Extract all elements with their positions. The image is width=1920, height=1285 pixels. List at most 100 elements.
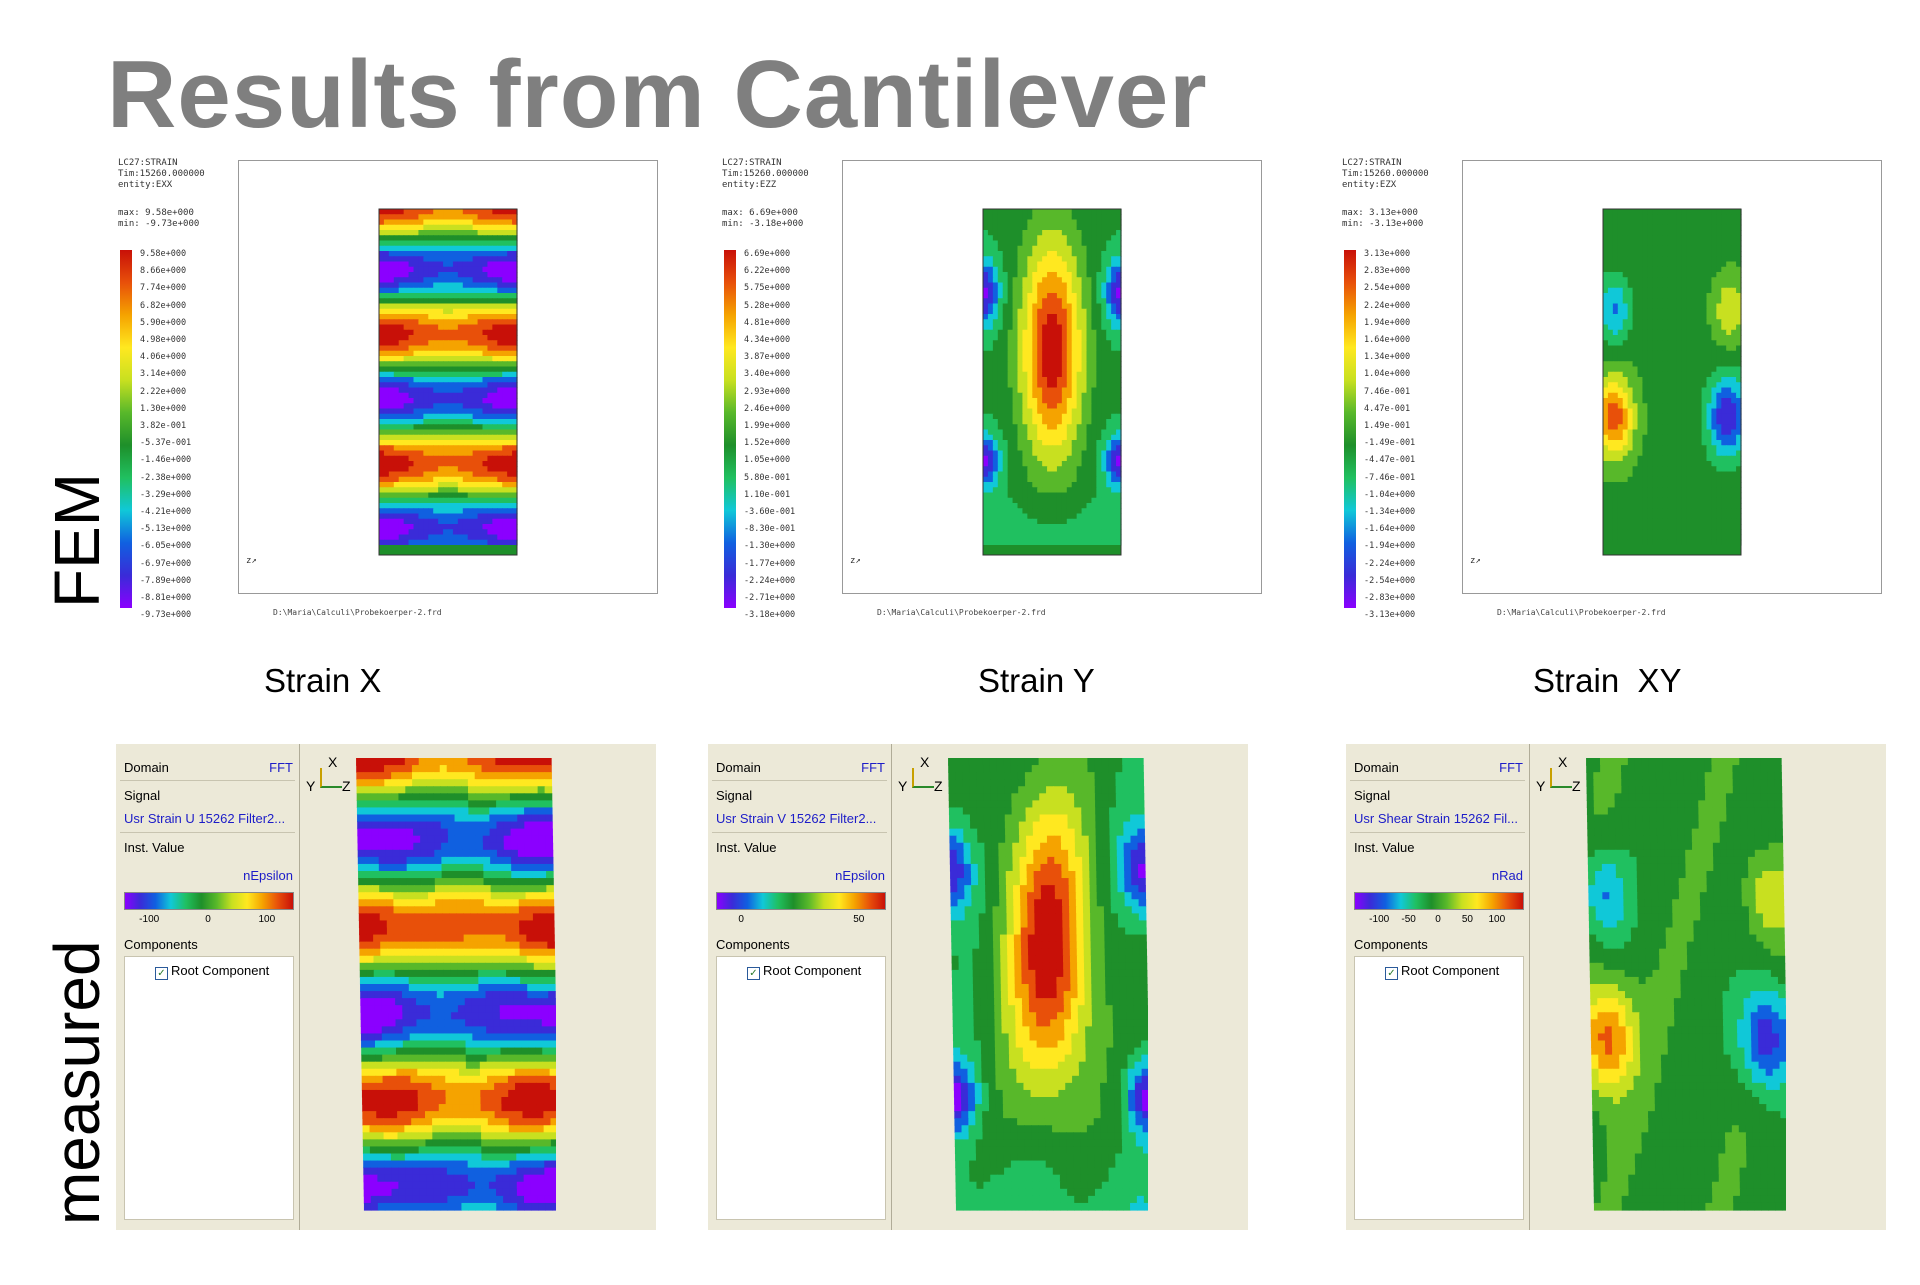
strain-field-cell	[992, 298, 999, 305]
strain-field-cell	[512, 345, 518, 352]
strain-field-cell	[1637, 282, 1644, 289]
strain-field-cell	[1691, 403, 1698, 410]
strain-field-cell	[1652, 245, 1658, 252]
strain-field-cell	[1642, 398, 1648, 404]
strain-field-cell	[507, 335, 513, 341]
strain-field-cell	[1017, 518, 1024, 525]
strain-field-cell	[987, 450, 994, 457]
strain-field-cell	[1691, 245, 1698, 252]
strain-field-cell	[502, 319, 508, 326]
strain-field-cell	[403, 240, 410, 247]
strain-field-cell	[467, 345, 474, 352]
strain-field-cell	[1027, 492, 1033, 499]
strain-field-cell	[1091, 387, 1097, 394]
strain-field-cell	[1726, 408, 1732, 415]
strain-field-cell	[1022, 440, 1028, 446]
strain-field-cell	[987, 413, 994, 420]
legend-tick-label: 6.69e+000	[744, 249, 791, 259]
strain-field-cell	[1091, 455, 1097, 462]
strain-field-cell	[1617, 350, 1624, 357]
strain-field-cell	[1086, 429, 1093, 436]
strain-field-cell	[1061, 361, 1068, 368]
strain-field-cell	[997, 329, 1004, 336]
strain-field-cell	[1101, 413, 1107, 420]
strain-field-cell	[1017, 529, 1024, 536]
strain-field-cell	[1612, 335, 1619, 341]
strain-field-cell	[428, 308, 434, 315]
strain-field-cell	[1603, 350, 1609, 357]
strain-field-cell	[1696, 350, 1703, 357]
specimen-outline	[378, 208, 518, 556]
strain-field-cell	[423, 209, 429, 215]
strain-field-cell	[992, 340, 999, 347]
strain-field-cell	[448, 487, 454, 494]
strain-field-cell	[379, 408, 385, 415]
strain-field-cell	[1101, 445, 1107, 452]
strain-field-cell	[433, 529, 439, 536]
strain-field-cell	[1721, 371, 1727, 378]
strain-field-cell	[1007, 539, 1014, 546]
strain-field-cell	[452, 287, 459, 294]
strain-field-cell	[1042, 513, 1048, 520]
strain-field-cell	[1711, 408, 1717, 415]
strain-field-cell	[1111, 424, 1117, 431]
strain-field-cell	[1622, 450, 1629, 457]
strain-field-cell	[1632, 445, 1639, 452]
strain-field-cell	[467, 335, 474, 341]
strain-field-cell	[413, 356, 420, 362]
strain-field-cell	[1603, 214, 1609, 221]
strain-field-cell	[997, 324, 1004, 331]
strain-field-cell	[1061, 382, 1068, 389]
strain-field-cell	[398, 413, 405, 420]
strain-field-cell	[1066, 440, 1073, 446]
strain-field-cell	[443, 335, 449, 341]
strain-field-cell	[452, 361, 459, 368]
strain-field-cell	[1091, 209, 1097, 215]
strain-field-cell	[482, 256, 489, 263]
strain-field-cell	[1111, 382, 1117, 389]
strain-field-cell	[1617, 245, 1624, 252]
strain-field-cell	[1096, 508, 1102, 515]
strain-field-cell	[1612, 314, 1619, 320]
strain-field-cell	[1603, 251, 1609, 257]
strain-field-cell	[1647, 445, 1653, 452]
strain-field-cell	[398, 476, 405, 483]
strain-field-cell	[398, 261, 405, 268]
strain-field-cell	[512, 293, 518, 299]
legend-tick-label: 4.34e+000	[744, 335, 791, 346]
strain-field-cell	[502, 434, 508, 441]
strain-field-cell	[408, 387, 415, 394]
strain-field-cell	[1612, 387, 1619, 394]
strain-field-cell	[383, 293, 390, 299]
strain-field-cell	[1696, 356, 1703, 362]
strain-field-cell	[1612, 350, 1619, 357]
strain-field-cell	[1071, 324, 1078, 331]
strain-field-cell	[507, 230, 513, 236]
strain-field-cell	[1622, 350, 1629, 357]
strain-field-cell	[438, 245, 444, 252]
strain-field-cell	[497, 450, 503, 457]
strain-field-cell	[1667, 450, 1673, 457]
strain-field-cell	[1716, 235, 1722, 242]
strain-field-cell	[1047, 487, 1053, 494]
strain-field-cell	[1052, 503, 1058, 509]
strain-field-cell	[1096, 539, 1102, 546]
strain-field-cell	[1111, 518, 1117, 525]
strain-field-cell	[1726, 303, 1732, 310]
strain-field-cell	[1017, 503, 1024, 509]
strain-field-cell	[383, 256, 390, 263]
strain-field-cell	[487, 277, 493, 284]
strain-field-cell	[1111, 209, 1117, 215]
strain-field-cell	[482, 492, 489, 499]
strain-field-cell	[1076, 224, 1083, 231]
strain-field-cell	[1022, 350, 1028, 357]
strain-field-cell	[512, 382, 518, 389]
strain-field-cell	[1042, 471, 1048, 478]
strain-field-cell	[1076, 534, 1083, 541]
strain-field-cell	[1716, 266, 1722, 273]
strain-field-cell	[1706, 261, 1713, 268]
strain-field-cell	[383, 350, 390, 357]
strain-field-cell	[502, 356, 508, 362]
strain-field-cell	[1066, 450, 1073, 457]
strain-field-cell	[477, 261, 484, 268]
